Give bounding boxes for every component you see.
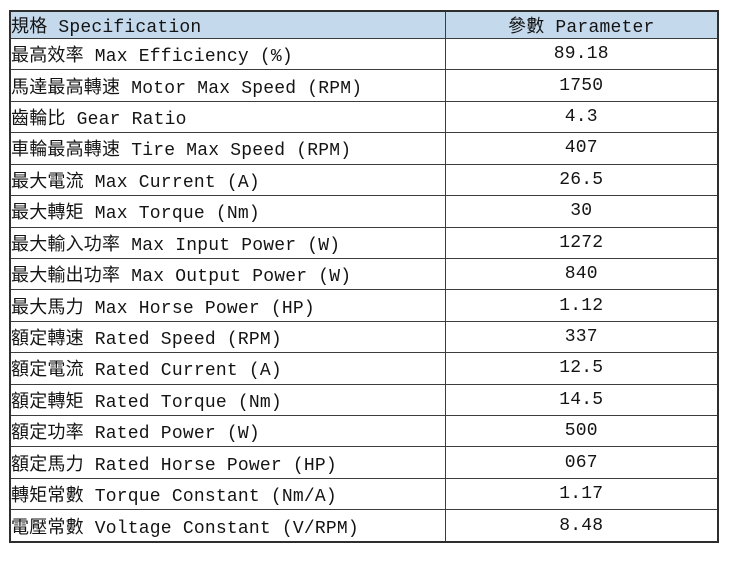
spec-cell: 額定馬力 Rated Horse Power (HP) bbox=[9, 446, 446, 479]
spec-cell: 額定電流 Rated Current (A) bbox=[9, 352, 446, 385]
table-row: 最大輸入功率 Max Input Power (W) 1272 bbox=[9, 226, 719, 259]
param-cell: 89.18 bbox=[444, 37, 719, 71]
spec-cell: 最大輸出功率 Max Output Power (W) bbox=[9, 257, 446, 291]
table-row: 最大馬力 Max Horse Power (HP) 1.12 bbox=[9, 289, 719, 322]
table-row: 額定馬力 Rated Horse Power (HP) 067 bbox=[9, 446, 719, 479]
table-row: 最大轉矩 Max Torque (Nm) 30 bbox=[9, 195, 719, 228]
table-row: 額定轉速 Rated Speed (RPM) 337 bbox=[9, 320, 719, 354]
param-cell: 500 bbox=[444, 415, 719, 448]
table-body: 最高效率 Max Efficiency (%) 89.18 馬達最高轉速 Motor… bbox=[9, 37, 719, 543]
spec-table: 規格 Specification 參數 Parameter 最高效率 Max E… bbox=[9, 10, 719, 543]
column-header-parameter: 參數 Parameter bbox=[444, 10, 719, 39]
table-row: 車輪最高轉速 Tire Max Speed (RPM) 407 bbox=[9, 132, 719, 165]
param-cell: 840 bbox=[444, 257, 719, 291]
table-row: 電壓常數 Voltage Constant (V/RPM) 8.48 bbox=[9, 509, 719, 543]
spec-cell: 最大馬力 Max Horse Power (HP) bbox=[9, 289, 446, 322]
table-row: 最大電流 Max Current (A) 26.5 bbox=[9, 163, 719, 197]
table-row: 額定轉矩 Rated Torque (Nm) 14.5 bbox=[9, 383, 719, 417]
param-cell: 30 bbox=[444, 195, 719, 228]
spec-cell: 最高效率 Max Efficiency (%) bbox=[9, 37, 446, 71]
table-row: 額定電流 Rated Current (A) 12.5 bbox=[9, 352, 719, 385]
spec-cell: 額定轉速 Rated Speed (RPM) bbox=[9, 320, 446, 354]
table-row: 齒輪比 Gear Ratio 4.3 bbox=[9, 100, 719, 134]
spec-cell: 齒輪比 Gear Ratio bbox=[9, 100, 446, 134]
spec-cell: 最大電流 Max Current (A) bbox=[9, 163, 446, 197]
table-row: 最高效率 Max Efficiency (%) 89.18 bbox=[9, 37, 719, 71]
param-cell: 1272 bbox=[444, 226, 719, 259]
spec-cell: 最大轉矩 Max Torque (Nm) bbox=[9, 195, 446, 228]
spec-cell: 轉矩常數 Torque Constant (Nm/A) bbox=[9, 477, 446, 511]
param-cell: 1.12 bbox=[444, 289, 719, 322]
param-cell: 14.5 bbox=[444, 383, 719, 417]
param-cell: 26.5 bbox=[444, 163, 719, 197]
table-row: 額定功率 Rated Power (W) 500 bbox=[9, 415, 719, 448]
spec-cell: 最大輸入功率 Max Input Power (W) bbox=[9, 226, 446, 259]
param-cell: 4.3 bbox=[444, 100, 719, 134]
param-cell: 407 bbox=[444, 132, 719, 165]
header-row: 規格 Specification 參數 Parameter bbox=[9, 10, 719, 39]
table-row: 最大輸出功率 Max Output Power (W) 840 bbox=[9, 257, 719, 291]
param-cell: 1750 bbox=[444, 69, 719, 102]
spec-cell: 額定轉矩 Rated Torque (Nm) bbox=[9, 383, 446, 417]
spec-cell: 電壓常數 Voltage Constant (V/RPM) bbox=[9, 509, 446, 543]
param-cell: 1.17 bbox=[444, 477, 719, 511]
param-cell: 8.48 bbox=[444, 509, 719, 543]
spec-cell: 額定功率 Rated Power (W) bbox=[9, 415, 446, 448]
param-cell: 067 bbox=[444, 446, 719, 479]
column-header-specification: 規格 Specification bbox=[9, 10, 446, 39]
spec-cell: 車輪最高轉速 Tire Max Speed (RPM) bbox=[9, 132, 446, 165]
spec-cell: 馬達最高轉速 Motor Max Speed (RPM) bbox=[9, 69, 446, 102]
param-cell: 337 bbox=[444, 320, 719, 354]
table-row: 馬達最高轉速 Motor Max Speed (RPM) 1750 bbox=[9, 69, 719, 102]
param-cell: 12.5 bbox=[444, 352, 719, 385]
table-row: 轉矩常數 Torque Constant (Nm/A) 1.17 bbox=[9, 477, 719, 511]
